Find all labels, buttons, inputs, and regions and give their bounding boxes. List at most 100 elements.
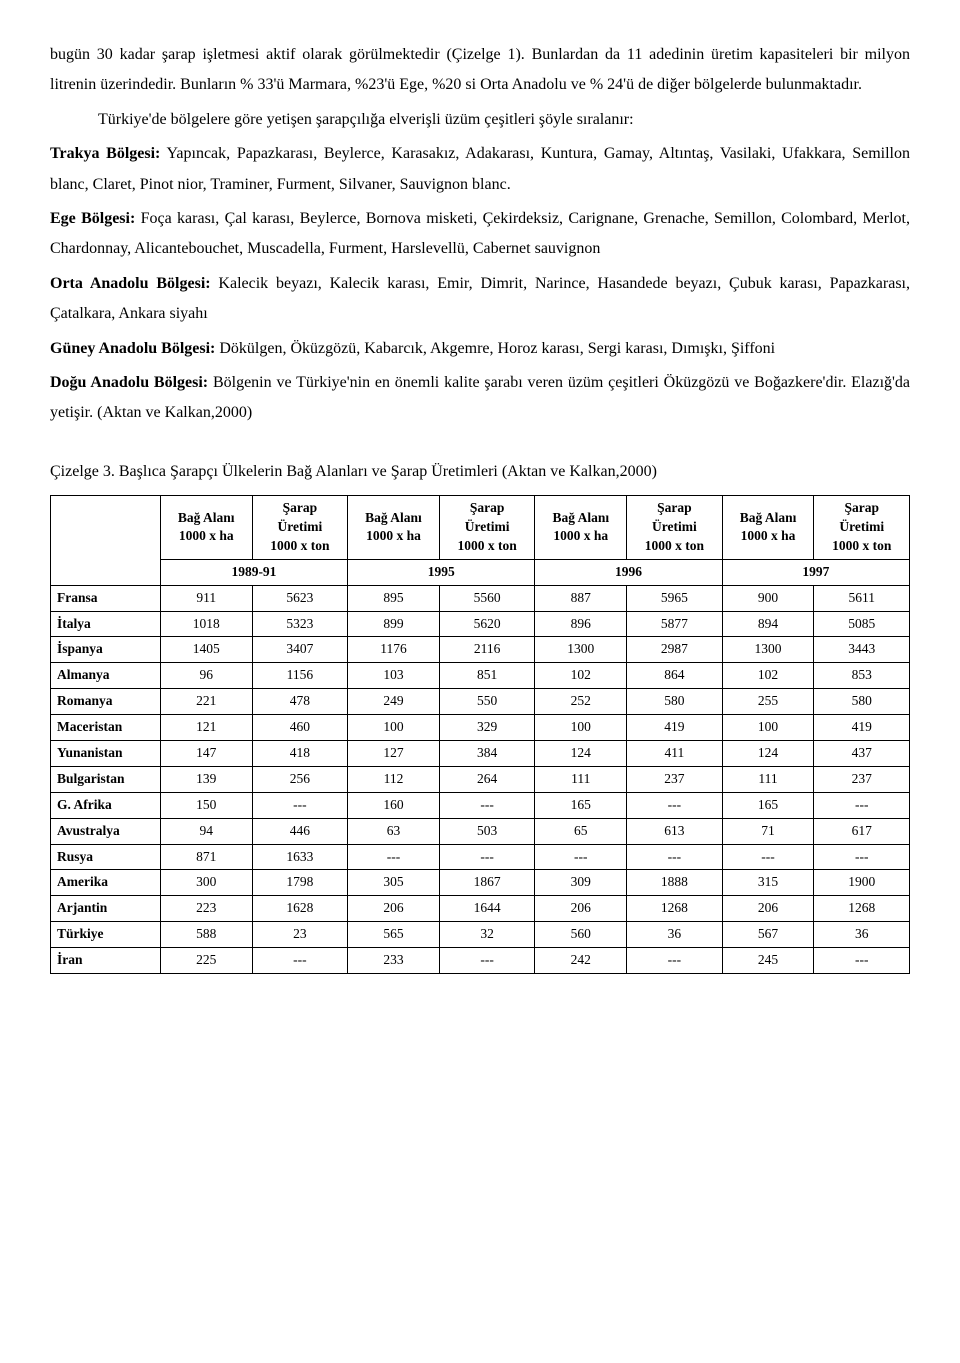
row-label: G. Afrika	[51, 792, 161, 818]
paragraph-trakya: Trakya Bölgesi: Yapıncak, Papazkarası, B…	[50, 139, 910, 200]
table-cell: 437	[814, 740, 910, 766]
table-cell: 1176	[348, 637, 440, 663]
table-cell: 2116	[439, 637, 534, 663]
head-prod-1a: Şarap	[283, 500, 318, 515]
table-cell: 5877	[627, 611, 722, 637]
table-cell: 102	[535, 663, 627, 689]
table-cell: 853	[814, 663, 910, 689]
table-cell: 242	[535, 948, 627, 974]
table-cell: 94	[160, 818, 252, 844]
head-area-unit-2: 1000 x ha	[366, 528, 421, 543]
table-cell: 446	[252, 818, 347, 844]
table-cell: 100	[535, 715, 627, 741]
table-cell: 1268	[814, 896, 910, 922]
table-cell: 102	[722, 663, 814, 689]
ege-text: Foça karası, Çal karası, Beylerce, Borno…	[50, 210, 910, 257]
table-cell: 206	[722, 896, 814, 922]
table-cell: 1644	[439, 896, 534, 922]
row-label: Romanya	[51, 689, 161, 715]
table-row: İtalya10185323899562089658778945085	[51, 611, 910, 637]
table-cell: 580	[627, 689, 722, 715]
table-cell: 864	[627, 663, 722, 689]
table-row: İran225---233---242---245---	[51, 948, 910, 974]
table-cell: 5085	[814, 611, 910, 637]
table-cell: 252	[535, 689, 627, 715]
table-row: Arjantin2231628206164420612682061268	[51, 896, 910, 922]
table-cell: 1633	[252, 844, 347, 870]
table-cell: 223	[160, 896, 252, 922]
col-prod-3: Şarap Üretimi 1000 x ton	[627, 496, 722, 560]
table-cell: 1300	[535, 637, 627, 663]
table-cell: 411	[627, 740, 722, 766]
table-cell: 71	[722, 818, 814, 844]
table-cell: 147	[160, 740, 252, 766]
table-cell: 419	[814, 715, 910, 741]
table-cell: ---	[814, 844, 910, 870]
year-0: 1989-91	[160, 559, 347, 585]
table-cell: 899	[348, 611, 440, 637]
table-cell: 5611	[814, 585, 910, 611]
table-cell: ---	[252, 948, 347, 974]
paragraph-intro: bugün 30 kadar şarap işletmesi aktif ola…	[50, 40, 910, 101]
table-row: Almanya961156103851102864102853	[51, 663, 910, 689]
table-cell: 460	[252, 715, 347, 741]
table-cell: 63	[348, 818, 440, 844]
table-cell: 112	[348, 766, 440, 792]
row-label: Bulgaristan	[51, 766, 161, 792]
table-cell: 871	[160, 844, 252, 870]
head-area-unit-1: 1000 x ha	[179, 528, 234, 543]
table-row: Türkiye58823565325603656736	[51, 922, 910, 948]
table-cell: 221	[160, 689, 252, 715]
table-cell: 550	[439, 689, 534, 715]
col-area-4: Bağ Alanı 1000 x ha	[722, 496, 814, 560]
row-label: İspanya	[51, 637, 161, 663]
table-corner-blank	[51, 496, 161, 586]
guney-label: Güney Anadolu Bölgesi:	[50, 340, 215, 357]
table-cell: 165	[722, 792, 814, 818]
table-cell: 5620	[439, 611, 534, 637]
year-1: 1995	[348, 559, 535, 585]
table-row: G. Afrika150---160---165---165---	[51, 792, 910, 818]
head-prod-1b: Üretimi	[277, 519, 322, 534]
table-cell: 23	[252, 922, 347, 948]
table-cell: ---	[439, 792, 534, 818]
table-cell: 329	[439, 715, 534, 741]
table-cell: 851	[439, 663, 534, 689]
table-cell: 1628	[252, 896, 347, 922]
table-cell: 5965	[627, 585, 722, 611]
head-area-2: Bağ Alanı	[365, 510, 422, 525]
table-cell: 96	[160, 663, 252, 689]
table-cell: 478	[252, 689, 347, 715]
head-area-unit-3: 1000 x ha	[553, 528, 608, 543]
table-cell: 1405	[160, 637, 252, 663]
guney-text: Dökülgen, Öküzgözü, Kabarcık, Akgemre, H…	[215, 340, 775, 357]
col-prod-2: Şarap Üretimi 1000 x ton	[439, 496, 534, 560]
table-cell: 617	[814, 818, 910, 844]
table-cell: 165	[535, 792, 627, 818]
table-cell: ---	[722, 844, 814, 870]
table-cell: ---	[439, 844, 534, 870]
table-cell: 3443	[814, 637, 910, 663]
table-cell: 565	[348, 922, 440, 948]
year-2: 1996	[535, 559, 722, 585]
head-prod-3b: Üretimi	[652, 519, 697, 534]
row-label: Arjantin	[51, 896, 161, 922]
table-cell: ---	[627, 792, 722, 818]
table-cell: 305	[348, 870, 440, 896]
table-cell: 245	[722, 948, 814, 974]
table-row: Maceristan121460100329100419100419	[51, 715, 910, 741]
table-cell: ---	[535, 844, 627, 870]
row-label: Almanya	[51, 663, 161, 689]
table-cell: 419	[627, 715, 722, 741]
table-cell: 1900	[814, 870, 910, 896]
table-row: Bulgaristan139256112264111237111237	[51, 766, 910, 792]
row-label: Maceristan	[51, 715, 161, 741]
table-cell: 2987	[627, 637, 722, 663]
table-cell: 237	[814, 766, 910, 792]
trakya-text: Yapıncak, Papazkarası, Beylerce, Karasak…	[50, 145, 910, 192]
table-cell: 1018	[160, 611, 252, 637]
table-cell: 1300	[722, 637, 814, 663]
row-label: Türkiye	[51, 922, 161, 948]
table-cell: 206	[535, 896, 627, 922]
table-cell: 309	[535, 870, 627, 896]
